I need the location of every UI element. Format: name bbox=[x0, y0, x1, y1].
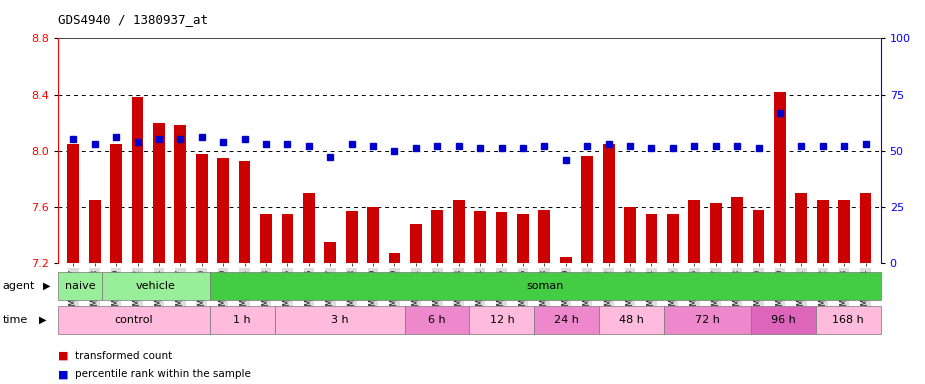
Bar bbox=[816, 306, 881, 334]
Bar bbox=[210, 306, 275, 334]
Bar bbox=[475, 211, 486, 263]
Bar bbox=[217, 158, 229, 263]
Bar bbox=[303, 193, 315, 263]
Text: 72 h: 72 h bbox=[695, 315, 720, 325]
Bar bbox=[89, 200, 101, 263]
Text: 168 h: 168 h bbox=[832, 315, 864, 325]
Bar bbox=[624, 207, 635, 263]
Bar bbox=[538, 210, 550, 263]
Text: soman: soman bbox=[526, 281, 564, 291]
Bar bbox=[688, 200, 700, 263]
Bar bbox=[838, 200, 850, 263]
Text: ▶: ▶ bbox=[39, 315, 46, 325]
Bar bbox=[751, 306, 816, 334]
Bar bbox=[817, 200, 829, 263]
Text: 96 h: 96 h bbox=[771, 315, 796, 325]
Bar bbox=[496, 212, 508, 263]
Bar bbox=[68, 144, 80, 263]
Bar bbox=[859, 193, 871, 263]
Bar bbox=[646, 214, 658, 263]
Bar bbox=[774, 92, 786, 263]
Text: naive: naive bbox=[65, 281, 95, 291]
Bar bbox=[239, 161, 251, 263]
Bar bbox=[346, 211, 358, 263]
Text: 48 h: 48 h bbox=[620, 315, 644, 325]
Bar bbox=[560, 257, 572, 263]
Text: ■: ■ bbox=[58, 351, 68, 361]
Bar bbox=[599, 306, 664, 334]
Bar bbox=[153, 122, 165, 263]
Bar bbox=[175, 126, 186, 263]
Text: vehicle: vehicle bbox=[136, 281, 176, 291]
Bar bbox=[517, 214, 529, 263]
Bar bbox=[667, 214, 679, 263]
Text: 3 h: 3 h bbox=[331, 315, 349, 325]
Bar bbox=[404, 306, 469, 334]
Text: GDS4940 / 1380937_at: GDS4940 / 1380937_at bbox=[58, 13, 208, 26]
Text: 1 h: 1 h bbox=[233, 315, 251, 325]
Bar bbox=[453, 200, 464, 263]
Bar bbox=[281, 214, 293, 263]
Text: 6 h: 6 h bbox=[428, 315, 446, 325]
Bar bbox=[102, 272, 210, 300]
Text: transformed count: transformed count bbox=[75, 351, 172, 361]
Text: time: time bbox=[3, 315, 28, 325]
Bar bbox=[260, 214, 272, 263]
Bar bbox=[58, 306, 210, 334]
Bar bbox=[664, 306, 751, 334]
Bar bbox=[58, 272, 102, 300]
Bar bbox=[388, 253, 401, 263]
Bar bbox=[367, 207, 379, 263]
Bar bbox=[431, 210, 443, 263]
Bar bbox=[196, 154, 207, 263]
Bar bbox=[131, 98, 143, 263]
Bar bbox=[325, 242, 336, 263]
Bar bbox=[581, 156, 593, 263]
Bar bbox=[796, 193, 808, 263]
Bar bbox=[469, 306, 535, 334]
Text: percentile rank within the sample: percentile rank within the sample bbox=[75, 369, 251, 379]
Bar bbox=[603, 144, 614, 263]
Bar bbox=[275, 306, 404, 334]
Bar bbox=[535, 306, 599, 334]
Text: ■: ■ bbox=[58, 369, 68, 379]
Text: 12 h: 12 h bbox=[489, 315, 514, 325]
Bar bbox=[110, 144, 122, 263]
Text: 24 h: 24 h bbox=[554, 315, 579, 325]
Bar bbox=[732, 197, 743, 263]
Text: agent: agent bbox=[3, 281, 35, 291]
Bar bbox=[210, 272, 881, 300]
Text: ▶: ▶ bbox=[43, 281, 50, 291]
Text: control: control bbox=[115, 315, 154, 325]
Bar bbox=[709, 203, 722, 263]
Bar bbox=[410, 224, 422, 263]
Bar bbox=[753, 210, 764, 263]
